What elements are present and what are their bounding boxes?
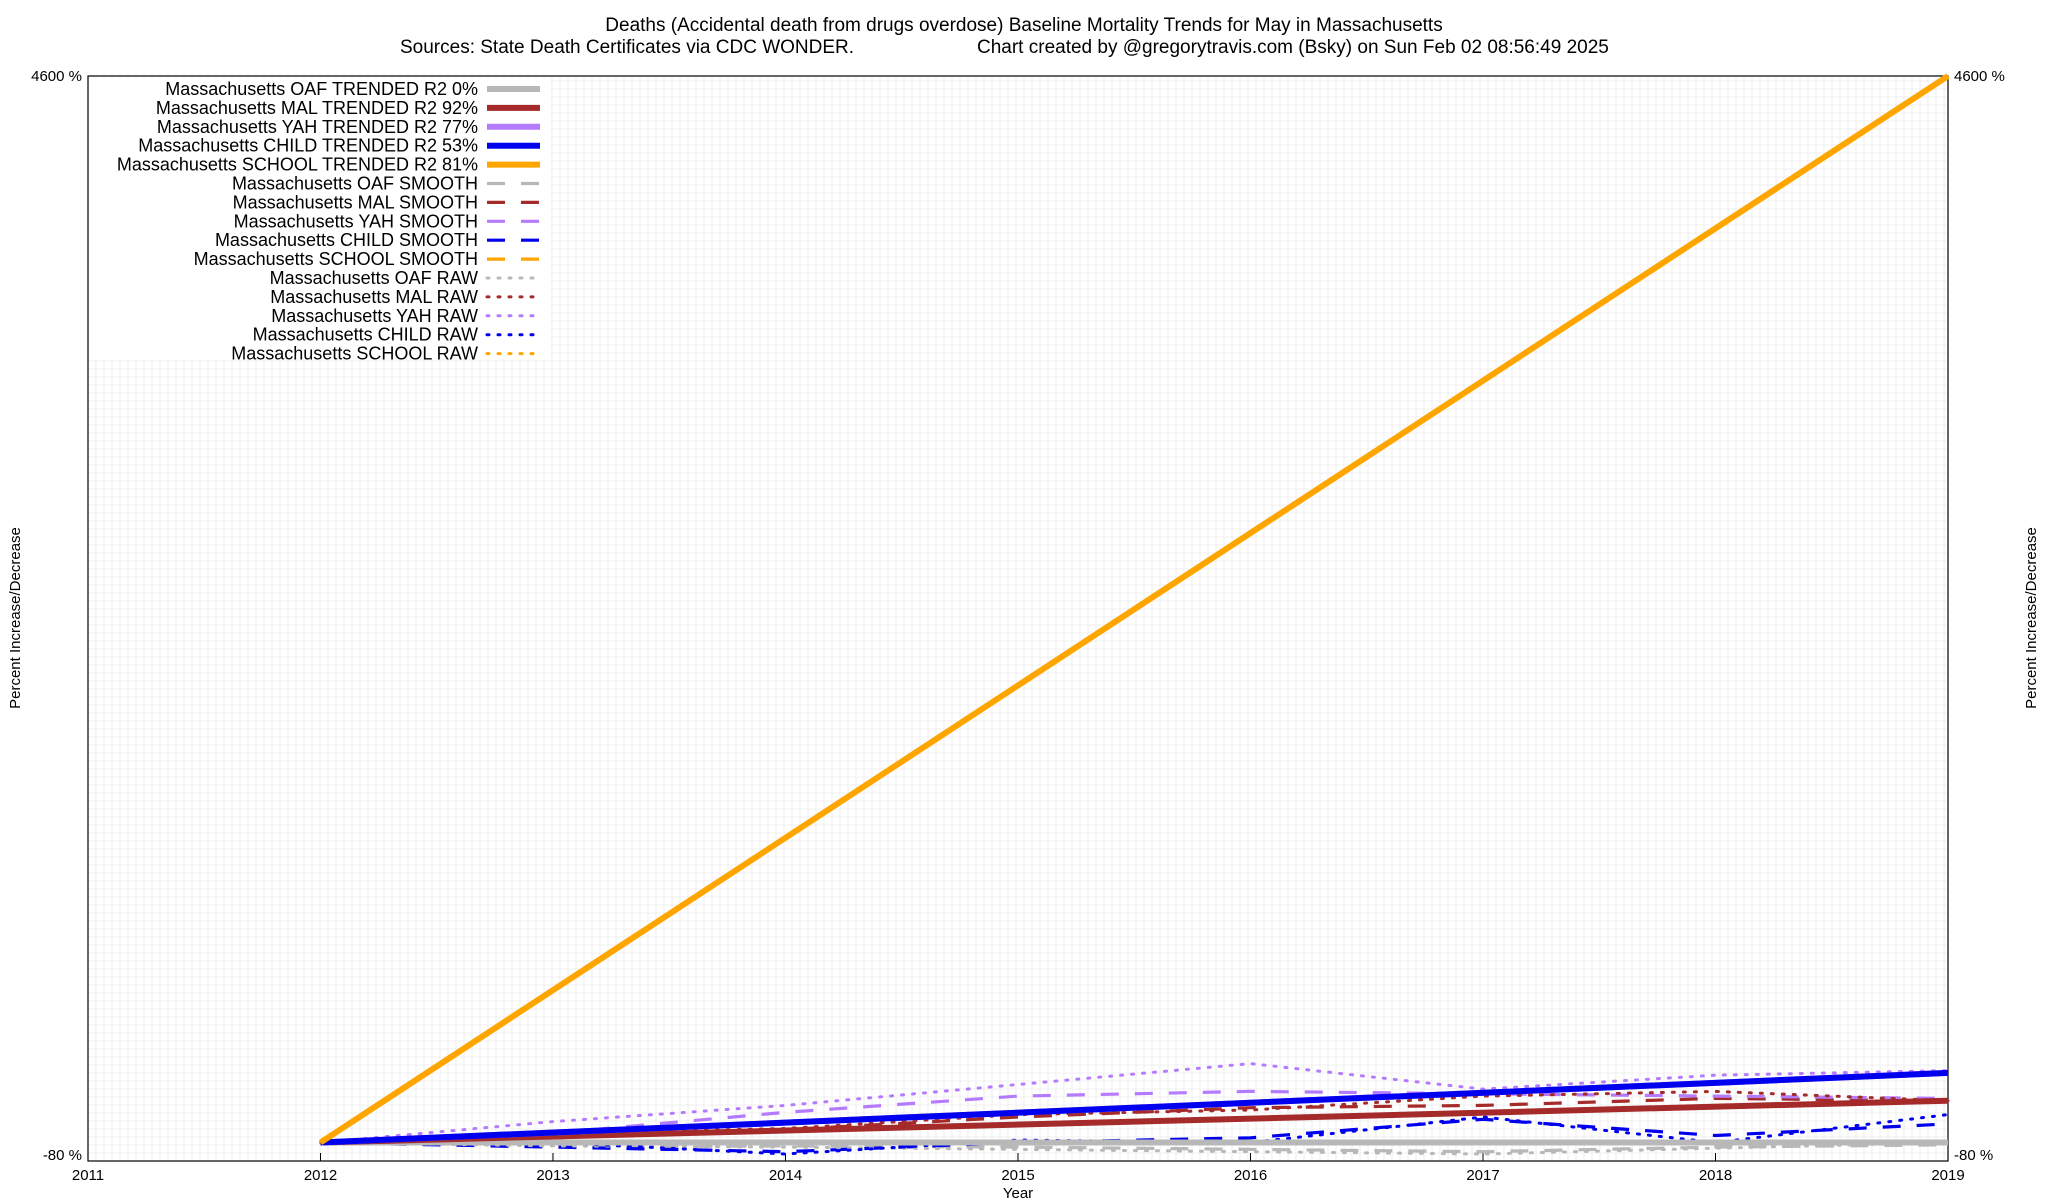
legend-label: Massachusetts CHILD RAW [253, 325, 478, 345]
legend-label: Massachusetts CHILD SMOOTH [215, 230, 478, 250]
chart-title: Deaths (Accidental death from drugs over… [605, 15, 1442, 36]
series-line-oaf-raw [319, 1141, 1950, 1156]
x-tick-label: 2011 [72, 1167, 104, 1184]
series-line-school-trend [318, 73, 1950, 1146]
legend-label: Massachusetts YAH TRENDED R2 77% [157, 117, 478, 137]
y-axis-label-right: Percent Increase/Decrease [2023, 527, 2040, 709]
legend-label: Massachusetts SCHOOL SMOOTH [194, 249, 478, 269]
legend-label: Massachusetts MAL RAW [270, 287, 478, 307]
x-tick-label: 2012 [304, 1167, 337, 1184]
y-tick-label-right: -80 % [1954, 1147, 1993, 1164]
x-tick-label: 2013 [536, 1167, 569, 1184]
x-tick-label: 2015 [1001, 1167, 1034, 1184]
legend-label: Massachusetts SCHOOL RAW [231, 344, 478, 364]
y-tick-label-left: -80 % [43, 1147, 82, 1164]
chart-subtitle-left: Sources: State Death Certificates via CD… [400, 37, 854, 58]
legend-box [90, 78, 550, 360]
legend-label: Massachusetts OAF TRENDED R2 0% [165, 79, 478, 99]
x-tick-label: 2016 [1234, 1167, 1267, 1184]
legend-label: Massachusetts CHILD TRENDED R2 53% [138, 136, 478, 156]
legend-label: Massachusetts OAF SMOOTH [232, 174, 478, 194]
legend-label: Massachusetts MAL TRENDED R2 92% [156, 98, 478, 118]
series-line-child-trend [320, 1069, 1949, 1146]
series-line-mal-trend [320, 1097, 1949, 1146]
series-line-mal-raw [319, 1089, 1950, 1144]
legend-label: Massachusetts MAL SMOOTH [233, 192, 478, 212]
x-axis-ticks: 2011 2012 2013 2014 2015 2016 2017 2018 2019 [72, 1153, 1965, 1184]
x-tick-label: 2017 [1466, 1167, 1499, 1184]
legend-label: Massachusetts YAH SMOOTH [234, 211, 478, 231]
x-tick-label: 2019 [1931, 1167, 1964, 1184]
y-axis-label-left: Percent Increase/Decrease [7, 527, 24, 709]
legend: Massachusetts OAF TRENDED R2 0%Massachus… [117, 79, 542, 364]
x-tick-label: 2014 [769, 1167, 802, 1184]
y-tick-label-left: 4600 % [31, 68, 82, 85]
plot-grid [88, 76, 1948, 1161]
legend-label: Massachusetts YAH RAW [271, 306, 478, 326]
y-tick-label-right: 4600 % [1954, 68, 2005, 85]
y-axis-ticks: 4600 % 4600 % -80 % -80 % [31, 68, 2005, 1164]
chart-subtitle-right: Chart created by @gregorytravis.com (Bsk… [977, 37, 1609, 58]
x-axis-label: Year [1003, 1185, 1033, 1200]
x-tick-label: 2018 [1699, 1167, 1732, 1184]
legend-label: Massachusetts SCHOOL TRENDED R2 81% [117, 155, 478, 175]
legend-label: Massachusetts OAF RAW [270, 268, 478, 288]
series-layer [318, 73, 1950, 1156]
series-line-yah-raw [319, 1062, 1950, 1144]
